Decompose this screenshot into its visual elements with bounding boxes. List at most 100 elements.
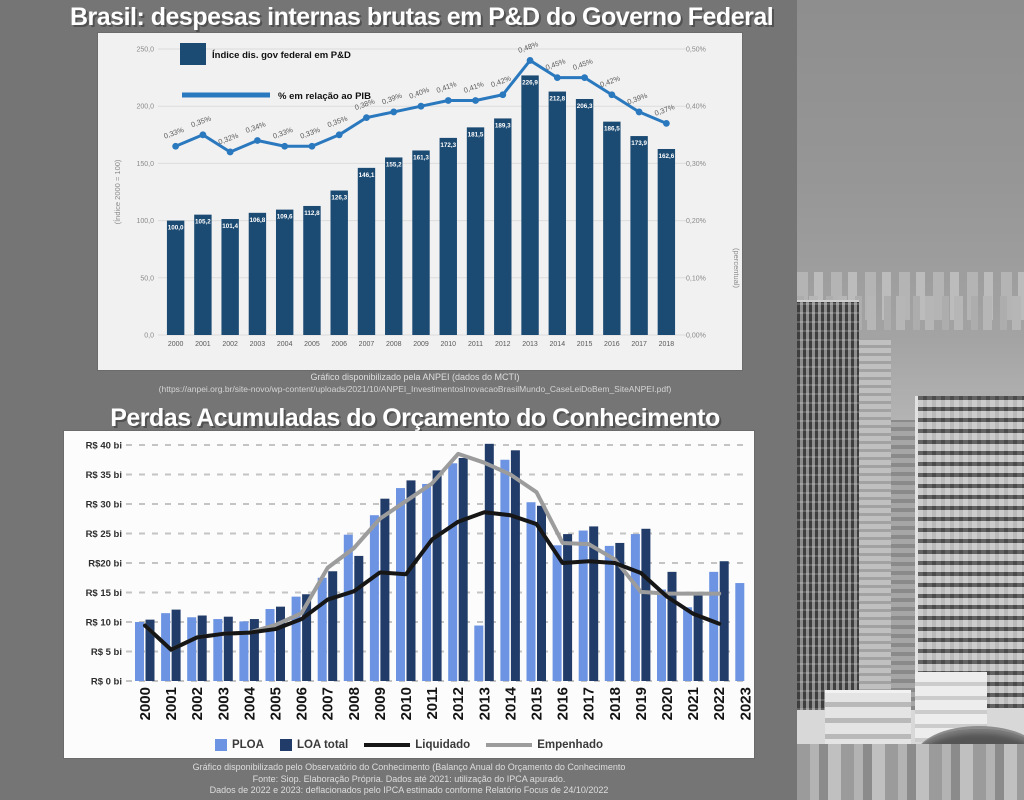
y-axis-tick: R$ 35 bi xyxy=(86,470,122,481)
loa-bar xyxy=(197,615,207,681)
empenhado-label: Empenhado xyxy=(537,739,604,751)
ploa-bar xyxy=(500,459,510,681)
x-axis-tick: 2002 xyxy=(222,341,238,348)
loa-bar xyxy=(641,528,651,681)
ploa-bar xyxy=(526,502,536,681)
y2-axis-tick: 0,30% xyxy=(686,161,706,168)
index-bar xyxy=(275,209,294,335)
pd-index-chart: 0,0 50,0 100,0 150,0 200,0 250,0 0,00% 0,10% 0,2… xyxy=(113,39,741,348)
y-axis-tick: R$20 bi xyxy=(88,559,122,570)
pib-value-label: 0,33% xyxy=(299,125,322,141)
loa-bar xyxy=(249,619,259,681)
y-axis-tick: 0,0 xyxy=(144,333,154,340)
x-axis-tick: 2012 xyxy=(495,341,511,348)
chart1-caption: Gráfico disponibilizado pela ANPEI (dado… xyxy=(70,372,760,395)
x-axis-tick: 2015 xyxy=(577,341,593,348)
y-axis-tick: R$ 5 bi xyxy=(91,647,122,658)
y2-axis-tick: 0,10% xyxy=(686,275,706,282)
chart1-caption-url: (https://anpei.org.br/site-novo/wp-conte… xyxy=(158,383,672,394)
pib-line-marker xyxy=(635,108,643,116)
bar-value-label: 112,8 xyxy=(304,210,320,217)
pib-line-marker xyxy=(390,108,398,116)
legend-line-label: % em relação ao PIB xyxy=(278,91,371,102)
index-bar xyxy=(439,137,457,335)
x-axis-tick: 2016 xyxy=(604,341,620,348)
liquidado-line xyxy=(143,510,722,652)
loa-bar xyxy=(223,616,233,681)
ploa-bar xyxy=(735,583,745,681)
loa-bar xyxy=(589,526,599,681)
x-axis-tick: 2000 xyxy=(168,341,184,348)
loa-bar xyxy=(719,561,729,681)
ploa-bar xyxy=(422,483,432,681)
x-axis-tick: 2006 xyxy=(294,687,311,720)
y-axis-title: (Índice 2000 = 100) xyxy=(113,159,122,224)
index-bar xyxy=(548,91,567,336)
pib-value-label: 0,33% xyxy=(272,125,295,141)
ploa-bar xyxy=(369,515,379,681)
pib-line-marker xyxy=(499,91,507,99)
ploa-bar xyxy=(265,609,275,681)
pib-line-marker xyxy=(281,142,289,150)
x-axis-tick: 2011 xyxy=(468,341,483,348)
index-bar xyxy=(412,150,430,335)
x-axis-tick: 2004 xyxy=(241,686,258,720)
pib-line-marker xyxy=(444,97,452,104)
legend-bar-swatch xyxy=(180,43,206,65)
x-axis-tick: 2023 xyxy=(737,687,754,720)
loa-bar xyxy=(667,571,677,681)
index-bar xyxy=(466,127,485,335)
ploa-bar xyxy=(683,607,693,681)
ploa-bar xyxy=(630,534,640,681)
index-bar xyxy=(330,190,348,335)
x-axis-tick: 2019 xyxy=(633,687,650,720)
chart2-caption-nota: Dados de 2022 e 2023: deflacionados pelo… xyxy=(209,785,609,795)
y-axis-tick: R$ 15 bi xyxy=(86,588,122,599)
ploa-bar xyxy=(291,596,301,681)
ploa-bar xyxy=(552,545,562,681)
x-axis-tick: 2004 xyxy=(277,341,293,348)
legend-item-loa: LOA total xyxy=(279,739,348,751)
x-axis-tick: 2017 xyxy=(581,687,598,720)
x-axis-tick: 2003 xyxy=(250,341,266,348)
x-axis-tick: 2008 xyxy=(386,341,402,348)
y-axis-tick: R$ 40 bi xyxy=(86,441,122,452)
x-axis-tick: 2018 xyxy=(607,687,624,720)
pib-value-label: 0,33% xyxy=(163,125,186,141)
bar-value-label: 181,5 xyxy=(468,131,484,138)
bar-value-label: 186,5 xyxy=(604,126,620,133)
loa-bar xyxy=(615,542,625,681)
loa-bar xyxy=(328,571,338,681)
x-axis-tick: 2010 xyxy=(398,687,415,720)
budget-losses-chart: R$ 40 bi R$ 35 bi R$ 30 bi R$ 25 bi R$20 bi R… xyxy=(86,441,755,721)
pib-line-marker xyxy=(526,57,534,64)
ploa-bar xyxy=(213,619,223,681)
bar-value-label: 226,9 xyxy=(522,79,538,86)
bar-value-label: 146,1 xyxy=(359,172,375,179)
legend-item-ploa: PLOA xyxy=(214,739,264,751)
x-axis-tick: 2011 xyxy=(424,687,441,720)
legend-item-liquidado: Liquidado xyxy=(364,739,470,751)
bar-value-label: 212,8 xyxy=(549,96,565,103)
y-axis-tick: R$ 30 bi xyxy=(86,500,122,511)
x-axis-tick: 2014 xyxy=(550,341,566,348)
x-axis-tick: 2007 xyxy=(359,341,375,348)
index-bar xyxy=(521,75,539,336)
x-axis-tick: 2022 xyxy=(711,687,728,720)
loa-bar xyxy=(276,606,285,681)
y-axis-tick: 150,0 xyxy=(136,161,154,168)
pib-line-marker xyxy=(363,114,370,122)
x-axis-tick: 2012 xyxy=(450,687,467,720)
pib-line-marker xyxy=(417,102,425,110)
y2-axis-tick: 0,40% xyxy=(686,104,706,111)
loa-bar xyxy=(145,619,155,681)
tower-narrow xyxy=(891,420,915,710)
bar-value-label: 105,2 xyxy=(195,219,211,226)
y-axis-tick: 100,0 xyxy=(136,218,154,225)
ploa-bar xyxy=(578,530,588,681)
pib-value-label: 0,39% xyxy=(381,91,404,107)
ploa-swatch xyxy=(214,739,227,751)
liquidado-swatch xyxy=(364,743,411,747)
index-bar xyxy=(494,118,512,336)
chart2-title: Perdas Acumuladas do Orçamento do Conhec… xyxy=(110,404,720,432)
